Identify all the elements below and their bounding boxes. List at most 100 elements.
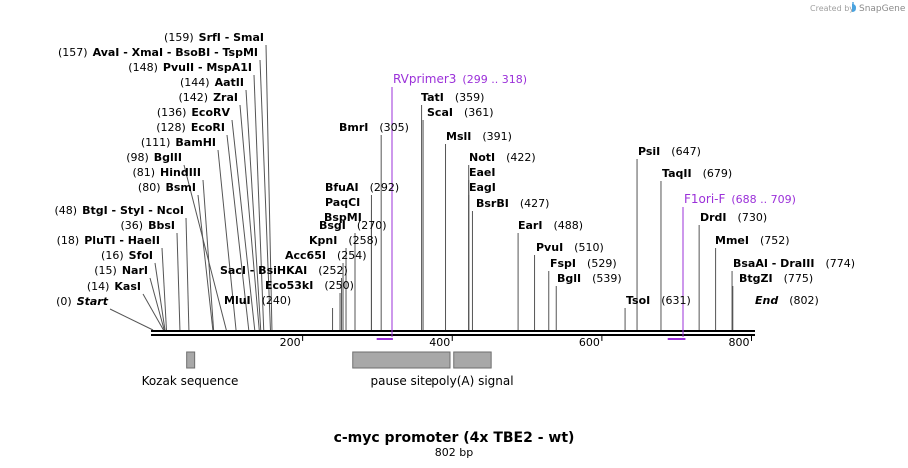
site-position: (679) <box>703 167 733 180</box>
feature-label: pause site <box>371 374 433 388</box>
site-name: EagI <box>469 181 496 194</box>
restriction-site: FspI (529) <box>550 257 617 270</box>
restriction-site: BamHI (111) <box>141 136 216 149</box>
site-position: (802) <box>789 294 819 307</box>
site-position: (98) <box>126 151 149 164</box>
primer-name: RVprimer3 <box>393 72 456 86</box>
site-position: (81) <box>132 166 155 179</box>
site-leader-line <box>183 164 227 331</box>
scale-ticks: 200 400 600 800 <box>280 335 753 349</box>
restriction-site: HindIII (81) <box>132 166 201 179</box>
restriction-site: EcoRV (136) <box>157 106 231 119</box>
restriction-site: BtgZI (775) <box>739 272 813 285</box>
feature-bar <box>453 351 492 369</box>
site-name: BspMI <box>324 211 362 224</box>
site-position: (111) <box>141 136 171 149</box>
primer-range: (688 .. 709) <box>731 193 796 206</box>
site-position: (647) <box>671 145 701 158</box>
restriction-site: DrdI (730) <box>700 211 767 224</box>
site-name: BsaAI - DraIII <box>733 257 814 270</box>
restriction-site: EarI (488) <box>518 219 583 232</box>
site-position: (18) <box>57 234 80 247</box>
site-position: (292) <box>370 181 400 194</box>
feature-bar <box>186 351 196 369</box>
site-name: BglII <box>154 151 182 164</box>
primer-name: F1ori-F <box>684 192 725 206</box>
site-leader-line <box>161 247 167 331</box>
restriction-site: SfoI (16) <box>101 249 153 262</box>
restriction-site: KpnI (258) <box>309 234 378 247</box>
site-position: (0) <box>56 295 72 308</box>
credit-prefix: Created by <box>810 4 854 13</box>
site-name: EarI <box>518 219 542 232</box>
site-name: TaqII <box>662 167 692 180</box>
site-leader-line <box>154 262 166 331</box>
site-name: DrdI <box>700 211 727 224</box>
restriction-site: Start (0) <box>56 295 109 308</box>
site-position: (250) <box>324 279 354 292</box>
site-leader-lines <box>109 44 734 331</box>
restriction-site: Eco53kI (250) <box>265 279 354 292</box>
site-name: SacI - BsiHKAI <box>220 264 307 277</box>
site-name: EcoRI <box>191 121 225 134</box>
site-leader-line <box>202 179 215 331</box>
restriction-site: NarI (15) <box>94 264 148 277</box>
restriction-site: PaqCI <box>325 196 360 209</box>
site-name: MluI <box>224 294 251 307</box>
site-position: (427) <box>520 197 550 210</box>
site-position: (631) <box>661 294 691 307</box>
site-position: (529) <box>587 257 617 270</box>
site-position: (270) <box>357 219 387 232</box>
restriction-site: BsmI (80) <box>138 181 196 194</box>
restriction-site: PsiI (647) <box>638 145 701 158</box>
site-name: BsgI <box>319 219 346 232</box>
restriction-site: BspMI <box>324 211 362 224</box>
site-leader-line <box>265 44 273 331</box>
site-name: Eco53kI <box>265 279 313 292</box>
restriction-site: AatII (144) <box>180 76 244 89</box>
restriction-site: PvuII - MspA1I (148) <box>128 61 252 74</box>
site-leader-line <box>185 217 190 331</box>
restriction-site: ScaI (361) <box>427 106 494 119</box>
restriction-site: BsaAI - DraIII (774) <box>733 257 855 270</box>
site-position: (254) <box>337 249 367 262</box>
site-name: ScaI <box>427 106 453 119</box>
site-leader-line <box>239 104 260 331</box>
site-name: BfuAI <box>325 181 359 194</box>
restriction-site: AvaI - XmaI - BsoBI - TspMI (157) <box>58 46 258 59</box>
restriction-site: TatI (359) <box>421 91 484 104</box>
site-name: KpnI <box>309 234 337 247</box>
site-labels: Start (0) KasI (14) NarI (15) SfoI (16) PluTI - … <box>55 31 856 308</box>
site-name: End <box>755 294 778 307</box>
map-title: c-myc promoter (4x TBE2 - wt) <box>334 430 575 446</box>
restriction-site: MluI (240) <box>224 294 291 307</box>
site-position: (258) <box>348 234 378 247</box>
feature: Kozak sequence <box>142 351 238 388</box>
restriction-site: BtgI - StyI - NcoI (48) <box>55 204 184 217</box>
site-leader-line <box>149 277 165 331</box>
restriction-site: End (802) <box>755 294 819 307</box>
site-name: KasI <box>114 280 141 293</box>
site-leader-line <box>109 308 154 331</box>
restriction-site: KasI (14) <box>87 280 141 293</box>
site-position: (359) <box>455 91 485 104</box>
site-name: BmrI <box>339 121 368 134</box>
scale-tick-label: 800 <box>729 336 750 349</box>
site-position: (488) <box>553 219 583 232</box>
site-leader-line <box>253 74 265 331</box>
site-position: (305) <box>379 121 409 134</box>
restriction-site: BsrBI (427) <box>476 197 549 210</box>
site-position: (80) <box>138 181 161 194</box>
site-position: (36) <box>121 219 144 232</box>
restriction-site: PluTI - HaeII (18) <box>57 234 160 247</box>
restriction-site: BmrI (305) <box>339 121 409 134</box>
site-name: NarI <box>122 264 148 277</box>
restriction-site: TsoI (631) <box>626 294 691 307</box>
primer-range: (299 .. 318) <box>462 73 527 86</box>
site-name: PluTI - HaeII <box>84 234 160 247</box>
snapgene-logo-icon <box>852 2 856 12</box>
site-name: BamHI <box>175 136 216 149</box>
primer: RVprimer3 (299 .. 318) <box>376 72 527 340</box>
restriction-site: ZraI (142) <box>178 91 238 104</box>
